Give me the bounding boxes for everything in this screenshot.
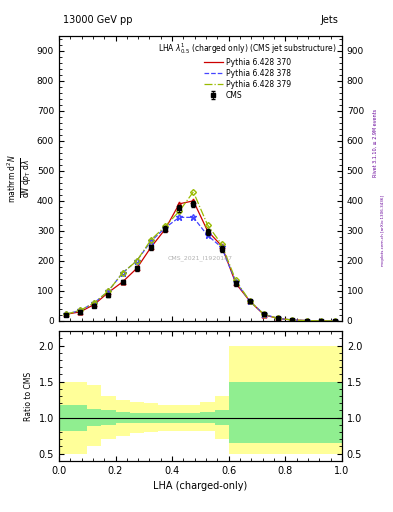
Pythia 6.428 378 — [92, 300, 97, 306]
Pythia 6.428 379 — [134, 258, 139, 264]
Pythia 6.428 379 — [318, 318, 323, 324]
Pythia 6.428 370 — [318, 318, 323, 324]
Pythia 6.428 379 — [276, 315, 281, 322]
Legend: Pythia 6.428 370, Pythia 6.428 378, Pythia 6.428 379, CMS: Pythia 6.428 370, Pythia 6.428 378, Pyth… — [155, 38, 340, 103]
Pythia 6.428 378 — [290, 317, 295, 323]
Pythia 6.428 370 — [332, 318, 337, 324]
Text: mcplots.cern.ch [arXiv:1306.3436]: mcplots.cern.ch [arXiv:1306.3436] — [381, 195, 385, 266]
Pythia 6.428 378 — [149, 238, 153, 244]
Pythia 6.428 379 — [163, 223, 167, 229]
Pythia 6.428 379 — [219, 241, 224, 247]
Pythia 6.428 378 — [64, 311, 68, 317]
Pythia 6.428 370 — [219, 243, 224, 249]
Pythia 6.428 378 — [163, 225, 167, 231]
Pythia 6.428 379 — [205, 222, 210, 228]
Pythia 6.428 370 — [64, 311, 68, 317]
Pythia 6.428 370 — [134, 265, 139, 271]
Text: Rivet 3.1.10, ≥ 2.9M events: Rivet 3.1.10, ≥ 2.9M events — [373, 109, 378, 178]
Pythia 6.428 378 — [318, 318, 323, 324]
Pythia 6.428 379 — [92, 300, 97, 306]
Pythia 6.428 378 — [134, 258, 139, 264]
Text: CMS_2021_I1920187: CMS_2021_I1920187 — [168, 255, 233, 261]
Text: Jets: Jets — [320, 15, 338, 25]
Pythia 6.428 370 — [106, 289, 111, 295]
Pythia 6.428 378 — [205, 232, 210, 239]
Pythia 6.428 370 — [290, 317, 295, 323]
Pythia 6.428 378 — [332, 318, 337, 324]
Pythia 6.428 370 — [92, 301, 97, 307]
Pythia 6.428 379 — [78, 307, 83, 313]
Pythia 6.428 370 — [78, 309, 83, 315]
Pythia 6.428 379 — [332, 318, 337, 324]
X-axis label: LHA (charged-only): LHA (charged-only) — [153, 481, 248, 491]
Pythia 6.428 379 — [233, 278, 238, 284]
Pythia 6.428 370 — [248, 298, 252, 305]
Pythia 6.428 370 — [205, 228, 210, 234]
Pythia 6.428 370 — [120, 279, 125, 285]
Pythia 6.428 378 — [120, 270, 125, 276]
Pythia 6.428 370 — [262, 312, 266, 318]
Pythia 6.428 370 — [177, 201, 182, 207]
Pythia 6.428 379 — [304, 317, 309, 324]
Pythia 6.428 378 — [191, 215, 196, 221]
Line: Pythia 6.428 370: Pythia 6.428 370 — [66, 201, 335, 321]
Pythia 6.428 370 — [304, 317, 309, 324]
Pythia 6.428 379 — [120, 270, 125, 276]
Pythia 6.428 370 — [163, 226, 167, 232]
Pythia 6.428 379 — [262, 311, 266, 317]
Pythia 6.428 378 — [276, 315, 281, 322]
Pythia 6.428 378 — [106, 288, 111, 294]
Pythia 6.428 378 — [248, 298, 252, 305]
Pythia 6.428 379 — [248, 298, 252, 305]
Pythia 6.428 378 — [78, 307, 83, 313]
Y-axis label: $\mathrm{mathrm\ d}^{2}N$
$\overline{\mathrm{d}N\ \mathrm{d}p_\mathrm{T}\ \mathr: $\mathrm{mathrm\ d}^{2}N$ $\overline{\ma… — [6, 154, 34, 203]
Pythia 6.428 379 — [106, 288, 111, 294]
Pythia 6.428 379 — [290, 317, 295, 323]
Pythia 6.428 378 — [219, 244, 224, 250]
Pythia 6.428 378 — [233, 279, 238, 285]
Line: Pythia 6.428 379: Pythia 6.428 379 — [66, 192, 335, 321]
Pythia 6.428 379 — [191, 189, 196, 195]
Pythia 6.428 379 — [177, 208, 182, 215]
Y-axis label: Ratio to CMS: Ratio to CMS — [24, 372, 33, 420]
Pythia 6.428 370 — [233, 280, 238, 286]
Pythia 6.428 370 — [191, 198, 196, 204]
Pythia 6.428 378 — [177, 215, 182, 221]
Pythia 6.428 370 — [149, 244, 153, 250]
Pythia 6.428 379 — [149, 237, 153, 243]
Pythia 6.428 379 — [64, 311, 68, 317]
Pythia 6.428 378 — [304, 317, 309, 324]
Text: 13000 GeV pp: 13000 GeV pp — [63, 15, 132, 25]
Pythia 6.428 378 — [262, 311, 266, 317]
Pythia 6.428 370 — [276, 315, 281, 322]
Line: Pythia 6.428 378: Pythia 6.428 378 — [66, 218, 335, 321]
